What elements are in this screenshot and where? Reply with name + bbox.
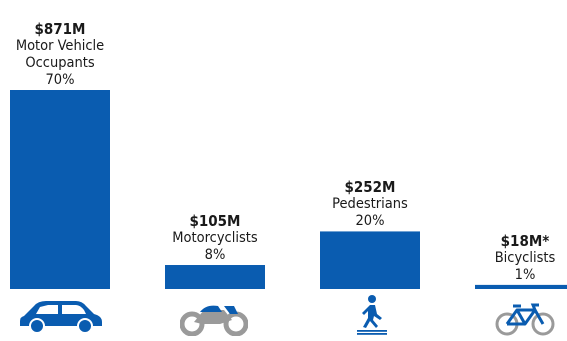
label-pedestrians: $252M Pedestrians 20% <box>300 179 440 230</box>
category-label: Pedestrians <box>332 196 408 213</box>
label-motor-vehicle-occupants: $871M Motor Vehicle Occupants 70% <box>0 21 130 89</box>
value-label: $18M* <box>500 231 550 250</box>
percent-label: 70% <box>45 72 75 88</box>
label-motorcyclists: $105M Motorcyclists 8% <box>145 213 285 264</box>
value-label: $871M <box>34 20 86 38</box>
pedestrian-icon <box>357 295 387 335</box>
category-label: Motorcyclists <box>172 230 258 246</box>
bar-motor-vehicle-occupants <box>10 90 110 289</box>
motorcycle-icon <box>180 305 248 336</box>
category-label: Bicyclists <box>494 249 556 266</box>
bicycle-icon <box>495 303 555 336</box>
label-bicyclists: $18M* Bicyclists 1% <box>455 231 567 284</box>
bar-bicyclists <box>475 284 567 289</box>
category-label: Motor Vehicle Occupants <box>15 38 105 71</box>
percent-label: 1% <box>514 266 536 283</box>
bar-pedestrians <box>320 231 420 289</box>
percent-label: 8% <box>204 247 226 263</box>
bar-motorcyclists <box>165 265 265 289</box>
percent-label: 20% <box>355 213 385 230</box>
value-label: $105M <box>189 212 241 230</box>
car-icon <box>20 301 102 334</box>
value-label: $252M <box>344 178 396 197</box>
